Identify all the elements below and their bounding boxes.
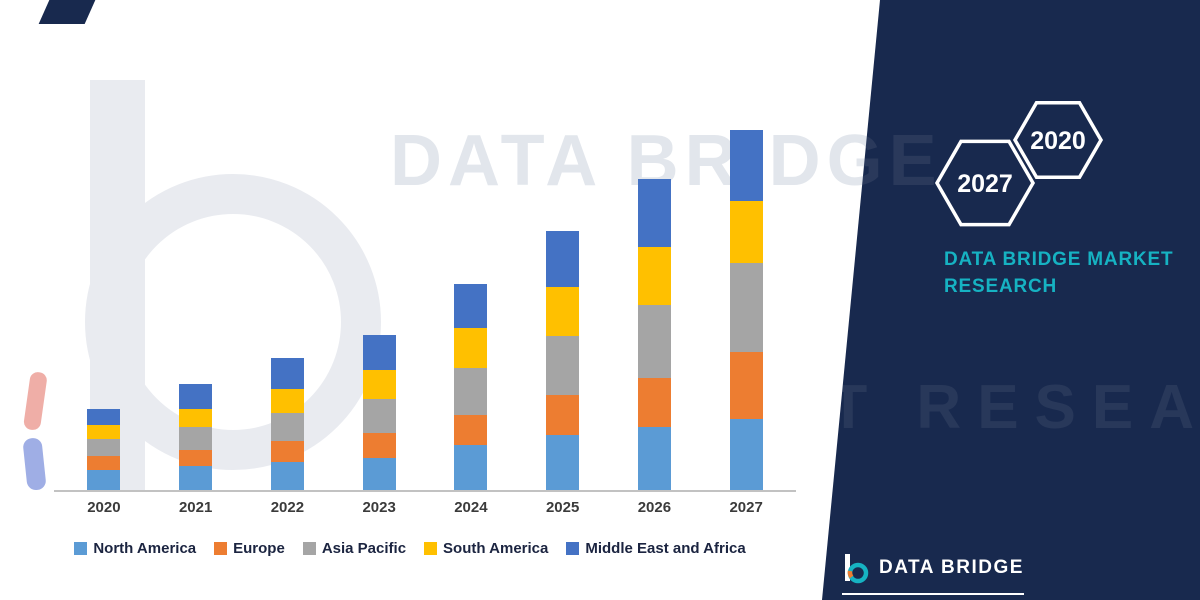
bar-segment-asia-pacific <box>637 305 671 379</box>
bar-segment-europe <box>454 415 488 446</box>
bar-2027 <box>729 130 763 490</box>
bar-segment-north-america <box>362 457 396 490</box>
bar-column-2022 <box>242 130 334 490</box>
bar-segment-middle-east-and-africa <box>637 178 671 247</box>
bar-column-2023 <box>333 130 425 490</box>
bar-segment-middle-east-and-africa <box>179 383 213 409</box>
bar-segment-asia-pacific <box>454 368 488 416</box>
bar-segment-south-america <box>546 287 580 336</box>
bar-column-2026 <box>609 130 701 490</box>
hexagon-2020 <box>1012 101 1104 179</box>
corner-decoration <box>38 0 96 24</box>
bar-column-2025 <box>517 130 609 490</box>
forecast-hexagons: 2027 2020 <box>934 101 1104 227</box>
bar-column-2020 <box>58 130 150 490</box>
bar-segment-europe <box>362 433 396 458</box>
bar-segment-middle-east-and-africa <box>729 130 763 202</box>
bar-segment-north-america <box>454 445 488 490</box>
bar-column-2024 <box>425 130 517 490</box>
x-label-2020: 2020 <box>87 499 121 516</box>
x-label-2021: 2021 <box>178 499 213 516</box>
legend-swatch <box>424 542 438 555</box>
hexagon-year-start: 2020 <box>1030 127 1086 155</box>
hexagon-2027 <box>934 139 1036 227</box>
legend-label: Europe <box>233 540 285 557</box>
bar-segment-middle-east-and-africa <box>362 334 396 371</box>
bar-segment-asia-pacific <box>270 412 304 442</box>
legend-item-middle-east-and-africa: Middle East and Africa <box>566 540 746 557</box>
bar-segment-europe <box>270 441 304 462</box>
bar-column-2027 <box>700 130 792 490</box>
bar-segment-europe <box>179 449 213 466</box>
bar-segment-north-america <box>546 435 580 490</box>
footer-logo-b-icon <box>845 554 869 584</box>
bar-segment-middle-east-and-africa <box>270 358 304 389</box>
brand-title-line1: DATA BRIDGE MARKET <box>944 249 1174 270</box>
bar-2021 <box>179 383 213 490</box>
x-label-2022: 2022 <box>270 499 305 516</box>
brand-title-line2: RESEARCH <box>944 276 1058 297</box>
x-label-2023: 2023 <box>362 499 396 516</box>
bar-2022 <box>270 358 304 490</box>
brand-title: DATA BRIDGE MARKET RESEARCH <box>944 246 1173 300</box>
panel-watermark-text: MARKET RESEARCH <box>522 373 1200 442</box>
x-label-2027: 2027 <box>729 499 763 516</box>
legend-swatch <box>302 542 316 555</box>
bar-segment-asia-pacific <box>546 335 580 395</box>
bar-segment-south-america <box>270 388 304 413</box>
legend-label: North America <box>93 540 197 557</box>
legend-swatch <box>566 542 580 555</box>
bar-2026 <box>637 178 671 490</box>
bar-segment-europe <box>729 352 763 419</box>
bar-segment-asia-pacific <box>362 398 396 434</box>
bar-segment-south-america <box>454 327 488 369</box>
bar-2023 <box>362 334 396 490</box>
bar-segment-north-america <box>729 419 763 490</box>
bar-segment-south-america <box>362 370 396 399</box>
bar-segment-south-america <box>637 246 671 306</box>
hexagon-year-end: 2027 <box>957 170 1013 198</box>
legend-item-europe: Europe <box>214 540 285 557</box>
bar-segment-north-america <box>87 469 121 490</box>
bar-segment-middle-east-and-africa <box>87 408 121 426</box>
x-label-2025: 2025 <box>545 499 580 516</box>
bar-segment-europe <box>546 394 580 436</box>
legend-item-north-america: North America <box>74 540 196 557</box>
legend-label: South America <box>443 540 549 557</box>
bar-segment-europe <box>87 455 121 470</box>
bar-segment-north-america <box>270 461 304 490</box>
legend-swatch <box>74 542 88 555</box>
legend-label: Middle East and Africa <box>585 540 746 557</box>
bar-segment-south-america <box>729 201 763 263</box>
legend-item-asia-pacific: Asia Pacific <box>302 540 407 557</box>
x-label-2024: 2024 <box>454 499 488 516</box>
bar-2020 <box>87 408 121 490</box>
x-label-2026: 2026 <box>637 499 672 516</box>
x-axis-labels: 2020 2021 2022 2023 2024 2025 2026 2027 <box>58 499 792 516</box>
legend-label: Asia Pacific <box>321 540 407 557</box>
footer-brand: DATA BRIDGE <box>842 552 1024 595</box>
bar-segment-asia-pacific <box>87 439 121 456</box>
bar-segment-asia-pacific <box>179 427 213 450</box>
footer-brand-text: DATA BRIDGE <box>879 557 1024 578</box>
bar-segment-europe <box>637 378 671 428</box>
x-axis-line <box>54 490 796 492</box>
bar-segment-north-america <box>637 427 671 490</box>
bar-2025 <box>546 231 580 490</box>
chart-legend: North America Europe Asia Pacific South Ame… <box>25 540 795 557</box>
bar-segment-middle-east-and-africa <box>454 284 488 328</box>
bar-column-2021 <box>150 130 242 490</box>
legend-swatch <box>214 542 228 555</box>
bar-segment-middle-east-and-africa <box>546 231 580 288</box>
bar-segment-south-america <box>87 425 121 440</box>
brand-panel: DATA BRIDGE MARKET RESEARCH 2027 2020 DA… <box>822 0 1200 600</box>
stacked-bar-chart <box>58 130 792 490</box>
bar-segment-asia-pacific <box>729 262 763 353</box>
bar-2024 <box>454 284 488 490</box>
bar-segment-north-america <box>179 465 213 490</box>
bar-segment-south-america <box>179 408 213 428</box>
legend-item-south-america: South America <box>424 540 548 557</box>
